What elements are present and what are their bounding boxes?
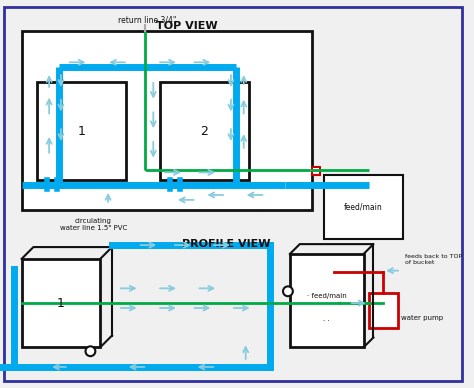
Text: feeds back to TOP
of bucket: feeds back to TOP of bucket (405, 254, 462, 265)
Bar (37, 82, 126, 180)
Bar (22, 259, 100, 347)
Text: · feed/main: · feed/main (307, 293, 346, 299)
Text: TOP VIEW: TOP VIEW (156, 21, 218, 31)
Bar (324, 175, 403, 239)
Text: PROFILE VIEW: PROFILE VIEW (182, 239, 270, 249)
Text: . .: . . (323, 316, 330, 322)
Bar (368, 293, 398, 327)
Bar (290, 254, 364, 347)
Text: return line 3/4": return line 3/4" (118, 16, 177, 25)
Circle shape (85, 346, 95, 356)
Text: 1: 1 (57, 296, 65, 310)
Bar (22, 31, 311, 210)
Text: 1: 1 (78, 125, 85, 138)
Circle shape (283, 286, 293, 296)
Text: water pump: water pump (401, 315, 443, 321)
Text: feed/main: feed/main (344, 203, 383, 212)
Text: circulating
water line 1.5" PVC: circulating water line 1.5" PVC (60, 218, 127, 230)
Bar (312, 168, 320, 175)
Bar (160, 82, 249, 180)
Text: 2: 2 (201, 125, 209, 138)
